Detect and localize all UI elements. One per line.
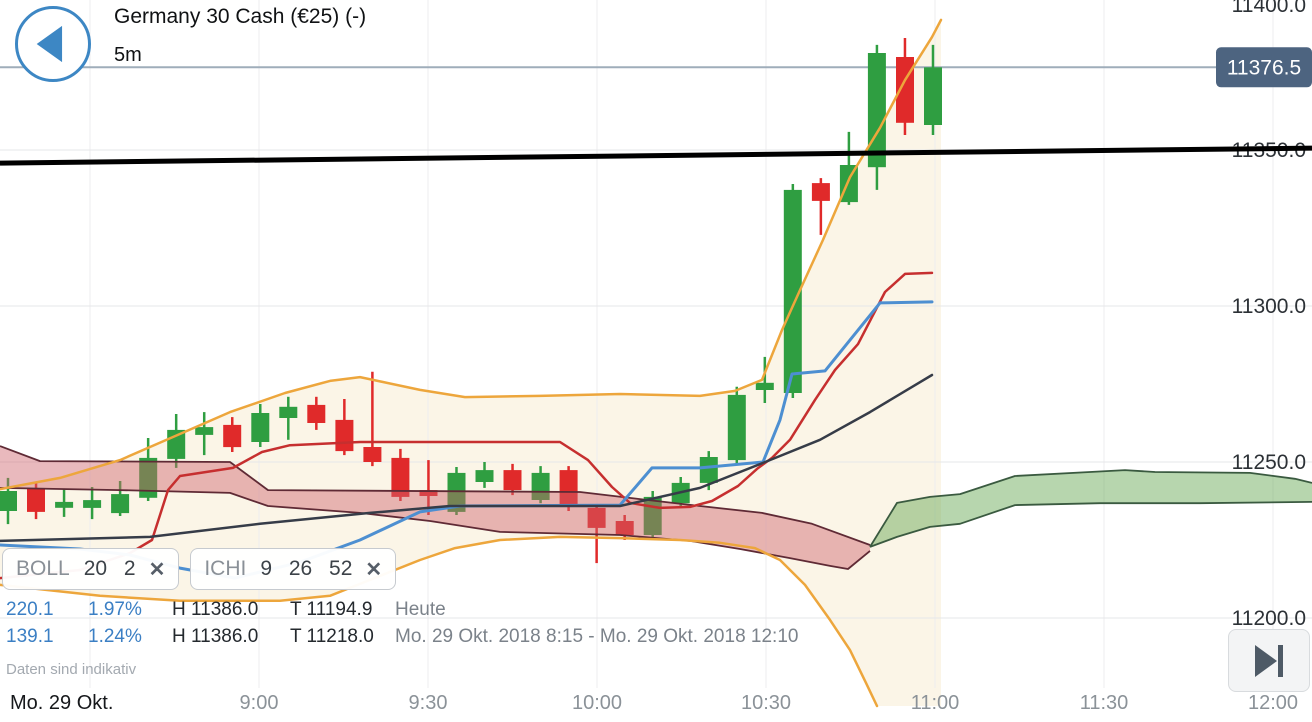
candle-down [587,507,606,528]
current-price-badge [1216,47,1312,88]
stats-panel: 220.1 1.97% H 11386.0 T 11194.9 Heute 139.1 1.… [6,596,798,650]
candle-up [924,67,942,125]
indicator-name: ICHI [204,557,247,580]
session-low: T 11194.9 [290,599,373,620]
change-percent: 1.24% [88,626,142,647]
change-percent: 1.97% [88,599,142,620]
price-axis-label: 11200.0 [1232,607,1306,630]
candle-up [279,406,298,418]
ichimoku-chikou-line [0,373,934,543]
ichimoku-bullish-cloud-lower-edge [869,501,1312,548]
ichimoku-bullish-cloud-upper-edge [869,469,1312,548]
candle-up [531,472,550,500]
indicator-params: 20 2 [83,557,136,580]
candle-down [615,521,634,535]
x-axis-time-label: 11:30 [1079,692,1129,714]
period-label: Heute [395,599,446,620]
candle-up [111,494,130,514]
indicator-chip-boll[interactable]: BOLL 20 2 ✕ [2,548,180,590]
time-axis: Mo. 29 Okt. 9:00 9:30 10:00 10:30 11:00 11:30 1… [0,688,1312,722]
change-value: 139.1 [6,626,54,647]
stats-row: 139.1 1.24% H 11386.0 T 11218.0 Mo. 29 Okt. … [6,623,798,650]
candle-down [223,424,242,448]
candle-down [419,490,438,496]
session-high: H 11386.0 [172,599,259,620]
timeframe-selector[interactable]: 5m [114,44,142,66]
candle-up [195,427,214,435]
ichimoku-bearish-cloud-lower-edge [0,487,871,570]
period-label: Mo. 29 Okt. 2018 8:15 - Mo. 29 Okt. 2018… [395,626,799,647]
price-axis-label: 11250.0 [1232,451,1306,474]
candle-down [503,470,522,491]
ichimoku-bearish-cloud-upper-edge [0,445,871,546]
x-axis-time-label: 11:00 [910,692,960,714]
session-low: T 11218.0 [290,626,374,647]
x-axis-time-label: 9:00 [239,692,279,714]
candle-down [307,404,326,423]
candle-up [475,470,494,482]
indicator-name: BOLL [16,557,70,580]
x-axis-time-label: 10:00 [571,692,623,714]
price-axis-label: 11300.0 [1232,295,1306,318]
candle-down [363,447,382,462]
x-axis-time-label: 10:30 [740,692,792,714]
candle-down [811,183,830,201]
candle-up [55,501,74,508]
candle-down [391,457,410,497]
candle-up [727,394,746,461]
candle-up [699,457,718,483]
skip-to-latest-button[interactable] [1228,629,1310,692]
price-axis-label: 11400.0 [1232,0,1306,17]
candle-up [867,53,886,168]
remove-indicator-icon[interactable]: ✕ [148,558,166,581]
stats-row: 220.1 1.97% H 11386.0 T 11194.9 Heute [6,596,798,623]
session-high: H 11386.0 [172,626,259,647]
candle-up [139,457,158,498]
x-axis-time-label: 9:30 [408,692,448,714]
skip-to-end-icon [1255,644,1283,677]
disclaimer-text: Daten sind indikativ [6,661,137,678]
back-arrow-icon [36,25,63,63]
back-button[interactable] [15,6,91,82]
change-value: 220.1 [6,599,54,620]
current-price-value: 11376.5 [1227,56,1301,79]
drawn-trendline [0,145,1312,166]
candle-up [83,500,102,508]
candle-down [27,488,45,512]
indicator-params: 9 26 52 [260,557,353,580]
remove-indicator-icon[interactable]: ✕ [365,558,383,581]
candle-up [447,472,466,512]
bollinger-band-fill [0,19,941,706]
bollinger-upper-band [0,18,943,491]
candle-up [783,189,802,393]
candle-down [335,419,354,452]
x-axis-day-label: Mo. 29 Okt. [0,688,130,719]
ichimoku-bullish-cloud [870,470,1312,547]
x-axis-time-label: 12:00 [1247,692,1299,714]
candle-up [755,382,774,390]
indicator-chip-ichi[interactable]: ICHI 9 26 52 ✕ [190,548,397,590]
candle-down [559,470,578,507]
bollinger-lower-band [0,535,879,708]
instrument-title: Germany 30 Cash (€25) (-) [114,5,367,28]
candle-up [251,413,270,442]
indicator-chip-list: BOLL 20 2 ✕ ICHI 9 26 52 ✕ [2,548,397,590]
candle-up [0,491,17,511]
